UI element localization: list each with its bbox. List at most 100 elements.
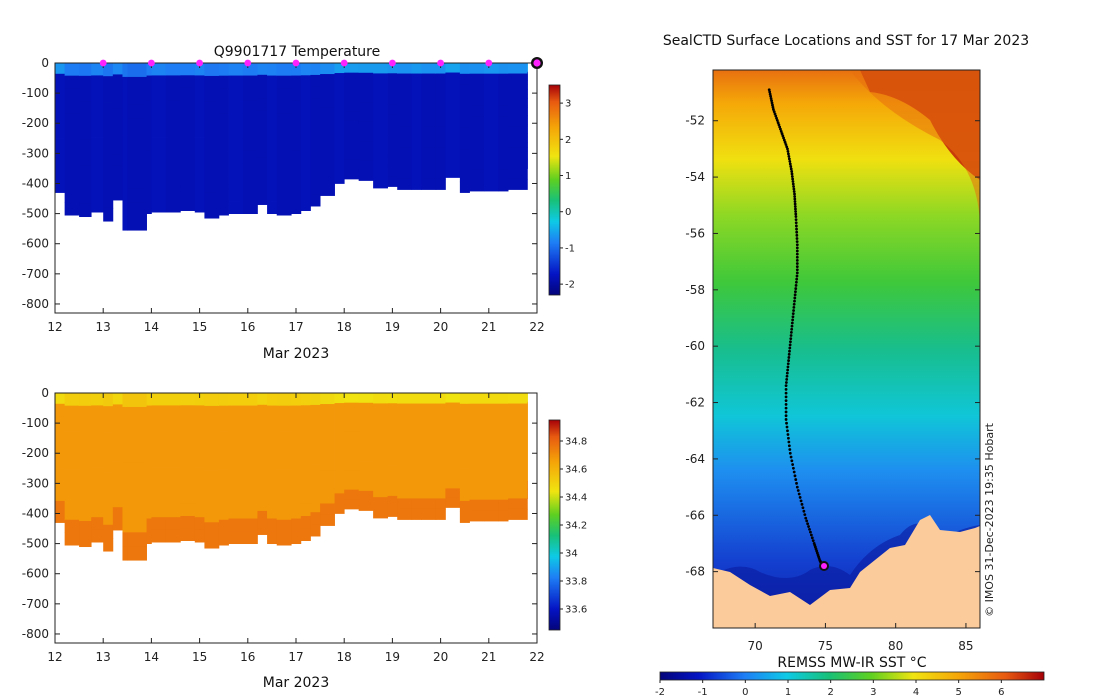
p1-cell (64, 113, 80, 127)
p1-cell (508, 94, 528, 106)
p2-cbticks-tick-label: 34 (565, 549, 578, 560)
p2-cell (146, 455, 152, 469)
p1-cell (276, 189, 292, 203)
p1-cell (64, 126, 80, 140)
p1-cell (204, 205, 220, 219)
p2-y-tick-label: 0 (41, 386, 49, 400)
p1-cell (228, 63, 244, 76)
p1-cell (180, 185, 196, 199)
p2-cell (387, 393, 398, 404)
p1-cell (204, 88, 220, 103)
sst-colorbar-ticks: -2 -1 0 1 2 3 4 5 6 (655, 680, 1005, 698)
p1-cell (228, 175, 244, 189)
p2-cell (122, 406, 128, 422)
p2-cell (358, 490, 374, 502)
p2-cell (79, 482, 92, 496)
p2-cell (267, 531, 278, 545)
p2-cell (276, 469, 292, 483)
p2-cell (122, 420, 128, 436)
p1-cell (151, 112, 167, 126)
p1-cell (64, 177, 80, 191)
p2-cell (397, 435, 413, 447)
seal-track-point (771, 105, 775, 109)
p1-cell (112, 177, 123, 190)
p2-cell (411, 487, 422, 499)
sst-warm-band (850, 70, 980, 230)
p2-cell (165, 405, 181, 419)
p1-cell (508, 105, 528, 117)
p1-cell (373, 177, 388, 189)
p1-cell (483, 63, 499, 75)
seal-track-point (768, 90, 772, 94)
p2-cell (373, 403, 388, 415)
p2-cell (498, 499, 509, 511)
seal-track-point (787, 444, 791, 448)
p2-cell (310, 404, 321, 418)
seal-track-point (795, 258, 799, 262)
p1-cell (79, 203, 92, 218)
p2-cell (508, 445, 528, 457)
p2-cell (300, 454, 311, 468)
seal-track-point (795, 268, 799, 272)
p1-cell (127, 216, 147, 231)
p1-cell (122, 188, 128, 203)
p1-cell (242, 201, 258, 215)
p1-cell (469, 137, 485, 149)
p1-cell (194, 112, 205, 126)
p1-cell (435, 147, 446, 159)
p2-cell (397, 393, 413, 404)
p2-cell (242, 480, 258, 494)
seal-track-point (784, 381, 788, 384)
seal-track-point (787, 359, 790, 362)
seal-track-point (794, 212, 798, 216)
p2-cell (112, 495, 123, 508)
p2-cell (228, 518, 244, 532)
p1-cell (242, 113, 258, 127)
p2-cell (320, 448, 335, 460)
p2-cell (180, 491, 196, 505)
p1-cell (498, 127, 509, 139)
seal-track-point (788, 346, 792, 350)
p2-cell (291, 405, 302, 419)
p2-cell (64, 431, 80, 445)
p2-cell (320, 437, 335, 449)
p2-cell (91, 517, 104, 531)
p2-cell (204, 393, 220, 407)
p2-cell (64, 469, 80, 483)
temperature-colorbar (548, 84, 561, 296)
sst-y-tick-label: -64 (685, 452, 705, 466)
p1-cell (91, 100, 104, 114)
p2-cell (146, 480, 152, 494)
p2-cell (397, 487, 413, 499)
seal-track-point (790, 324, 794, 328)
seal-track-point (791, 180, 795, 183)
p1-cell (242, 163, 258, 177)
p2-cell (204, 405, 220, 420)
seal-track-point (778, 125, 782, 129)
temperature-x-ticks: 12 13 14 15 16 17 18 19 20 21 22 (47, 63, 545, 334)
p2-cell (508, 435, 528, 447)
seal-track-point (795, 262, 799, 265)
p1-cell (79, 165, 92, 179)
p2-cell (55, 500, 66, 513)
p2-cell (358, 451, 374, 462)
p2-cell (276, 431, 292, 445)
p1-cell (112, 120, 123, 132)
p1-cell (64, 202, 80, 216)
p2-cell (344, 460, 360, 471)
p2-cell (310, 428, 321, 442)
seal-track-point (795, 265, 799, 269)
p1-x-tick-label: 20 (433, 320, 448, 334)
p1-cell (127, 90, 147, 106)
p2-cell (498, 467, 509, 479)
p2-cell (79, 495, 92, 509)
p2-cell (300, 429, 311, 443)
p1-cell (445, 167, 461, 178)
p2-cell (387, 423, 398, 435)
seal-track-point (792, 309, 795, 312)
p2-cell (387, 465, 398, 476)
p1-cell (204, 127, 220, 141)
p2-cell (483, 446, 499, 458)
seal-track-point (793, 197, 797, 201)
p1-cell (122, 202, 128, 217)
